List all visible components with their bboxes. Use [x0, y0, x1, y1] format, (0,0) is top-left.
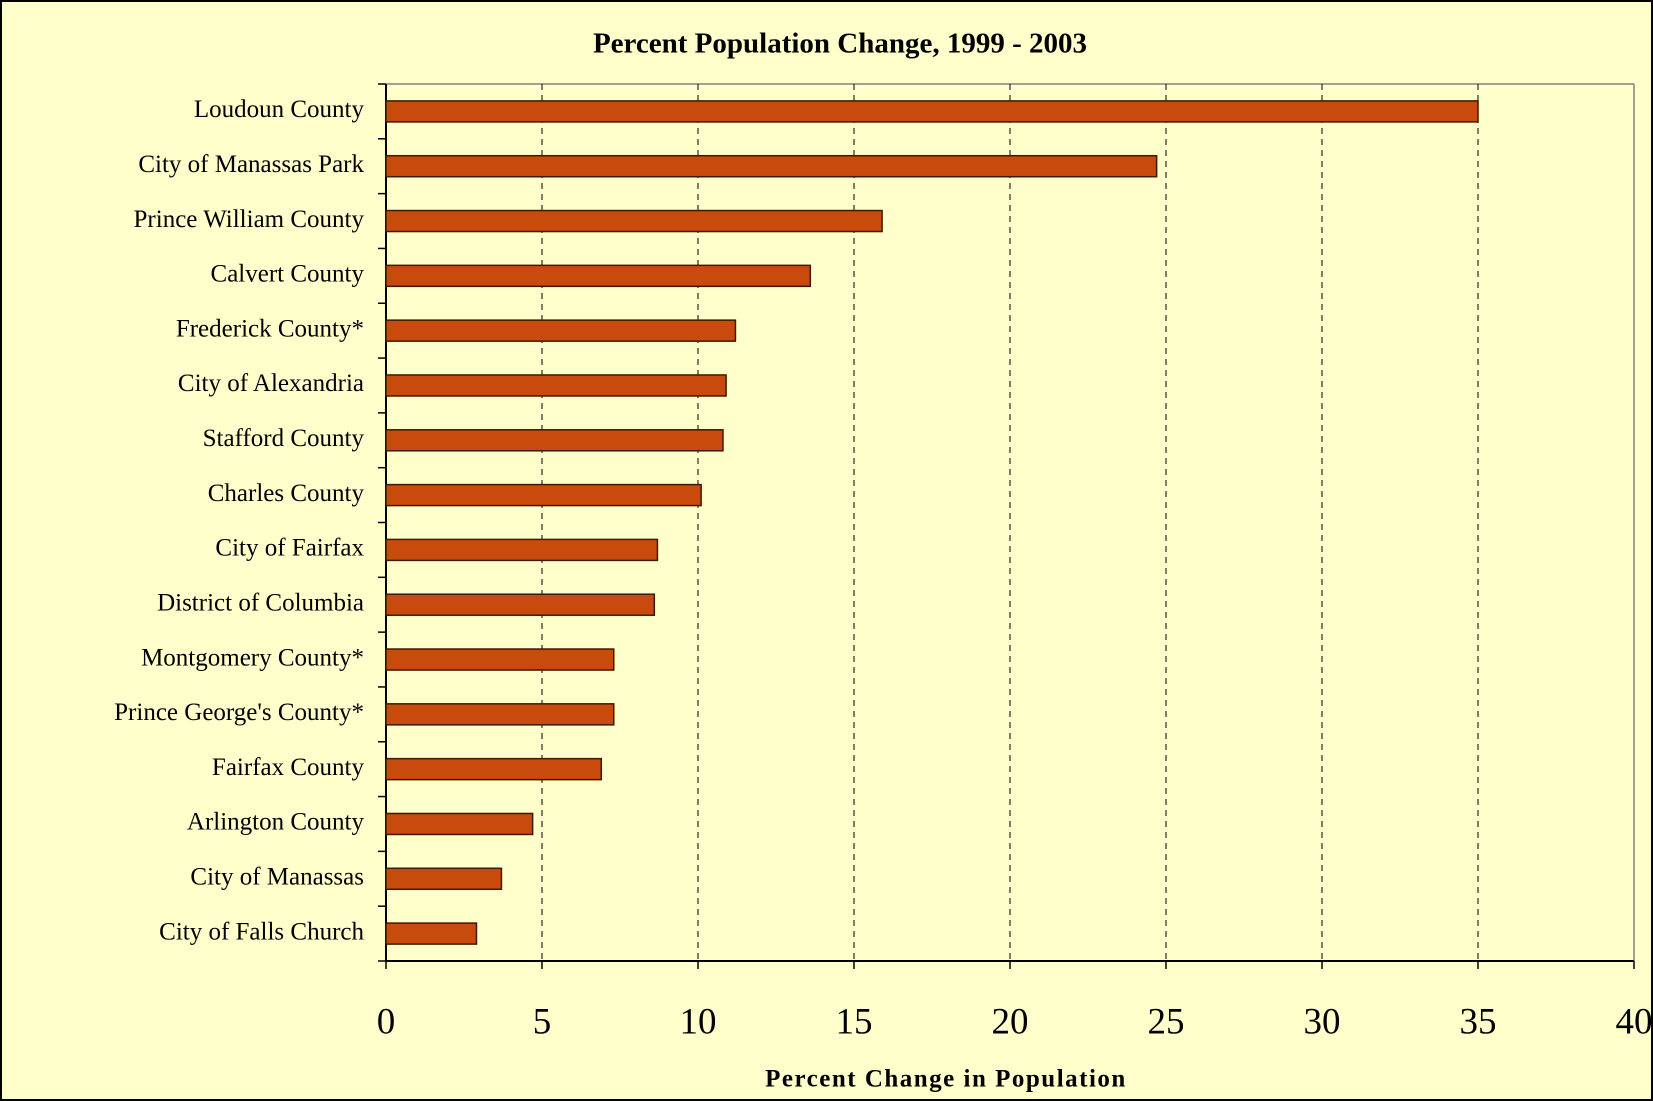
bar [385, 648, 615, 671]
bar [385, 593, 656, 616]
y-tick-label: Charles County [208, 480, 365, 507]
bar [385, 154, 1158, 178]
bar [385, 812, 534, 836]
y-tick-label: Montgomery County* [141, 644, 364, 671]
y-tick-label: Fairfax County [212, 754, 365, 781]
y-tick-label: Frederick County* [176, 315, 364, 342]
x-tick-label: 20 [992, 1001, 1029, 1042]
y-tick-label: District of Columbia [157, 589, 364, 616]
x-tick-label: 40 [1616, 1001, 1653, 1042]
x-tick-label: 25 [1148, 1001, 1185, 1042]
bar [385, 429, 724, 452]
bar [385, 922, 478, 945]
bar [385, 483, 702, 507]
bar [385, 703, 615, 726]
y-tick-label: City of Manassas Park [138, 151, 364, 178]
bar [385, 867, 503, 891]
bar [385, 100, 1479, 123]
y-tick-label: Prince William County [134, 206, 365, 233]
y-tick-label: Loudoun County [194, 96, 365, 123]
y-tick-label: Arlington County [187, 809, 365, 836]
chart-title: Percent Population Change, 1999 - 2003 [593, 28, 1087, 60]
y-tick-label: City of Falls Church [159, 918, 364, 945]
y-tick-label: Prince George's County* [114, 699, 364, 726]
bar [385, 757, 603, 781]
x-tick-label: 35 [1460, 1001, 1497, 1042]
bar [385, 374, 727, 397]
x-tick-label: 0 [377, 1001, 396, 1042]
bar [385, 264, 812, 288]
y-tick-label: Stafford County [203, 425, 365, 452]
y-tick-label: City of Alexandria [178, 370, 364, 397]
x-tick-label: 30 [1304, 1001, 1341, 1042]
bar [385, 209, 883, 233]
x-tick-label: 15 [836, 1001, 873, 1042]
y-tick-label: Calvert County [211, 261, 365, 288]
x-tick-label: 10 [680, 1001, 717, 1042]
x-tick-label: 5 [533, 1001, 552, 1042]
y-tick-label: City of Fairfax [215, 535, 364, 562]
bar [385, 319, 737, 342]
x-axis-label: Percent Change in Population [765, 1066, 1127, 1093]
bar [385, 538, 659, 562]
y-tick-label: City of Manassas [190, 864, 364, 891]
